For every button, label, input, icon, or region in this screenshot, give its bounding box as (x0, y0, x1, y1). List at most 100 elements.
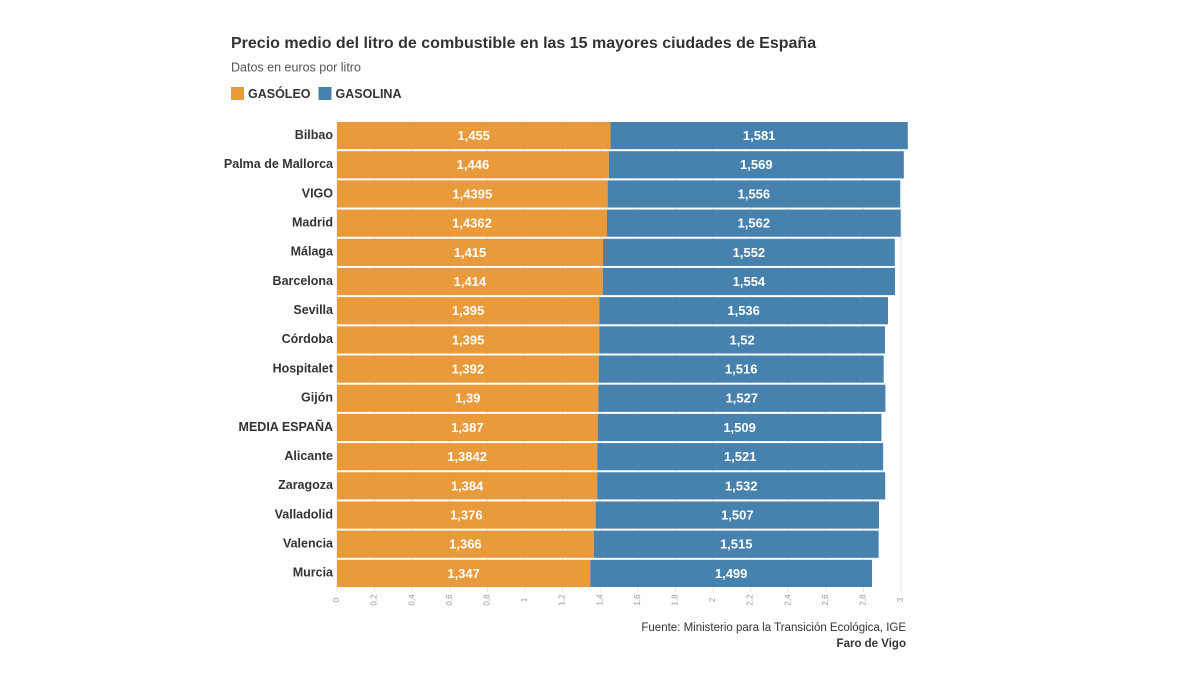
value-label: 1,562 (738, 216, 771, 231)
value-label: 1,384 (451, 478, 484, 493)
value-label: 1,532 (725, 478, 758, 493)
value-label: 1,536 (727, 303, 760, 318)
y-tick-label: Palma de Mallorca (224, 157, 334, 171)
y-tick-label: Madrid (292, 215, 333, 229)
x-tick-label: 1 (520, 597, 529, 602)
y-tick-label: Córdoba (282, 332, 334, 346)
x-tick-label: 3 (896, 597, 905, 602)
legend-label: GASÓLEO (248, 86, 311, 101)
bar (337, 122, 611, 150)
y-tick-label: Murcia (293, 566, 334, 580)
value-label: 1,556 (738, 186, 771, 201)
y-tick-label: Bilbao (295, 128, 334, 142)
bar (597, 443, 884, 471)
value-label: 1,509 (723, 420, 756, 435)
y-tick-label: Hospitalet (273, 361, 334, 375)
chart-subtitle: Datos en euros por litro (231, 60, 361, 74)
x-tick-label: 0,8 (483, 594, 492, 606)
y-tick-label: Gijón (301, 391, 333, 405)
value-label: 1,3842 (447, 449, 487, 464)
bar (337, 472, 598, 500)
bar (607, 180, 901, 208)
legend-swatch (231, 87, 244, 100)
bar (593, 530, 879, 558)
bar (599, 297, 889, 325)
value-label: 1,4395 (452, 186, 492, 201)
bar (337, 501, 596, 529)
bar (337, 530, 594, 558)
value-label: 1,499 (715, 566, 748, 581)
bar (595, 501, 880, 529)
bar (337, 355, 599, 383)
bar (337, 443, 598, 471)
x-tick-label: 0,6 (445, 594, 454, 606)
bar (598, 355, 884, 383)
x-tick-label: 0,4 (407, 594, 416, 606)
bar (337, 180, 608, 208)
source: Fuente: Ministerio para la Transición Ec… (641, 622, 906, 634)
x-tick-label: 2,2 (746, 594, 755, 606)
bar (607, 209, 901, 237)
bar (602, 267, 895, 296)
value-label: 1,455 (457, 128, 490, 143)
bar (337, 326, 600, 354)
x-tick-label: 1,6 (633, 594, 642, 606)
value-label: 1,569 (740, 157, 773, 172)
value-label: 1,347 (447, 566, 480, 581)
value-label: 1,392 (452, 362, 485, 377)
bar (337, 297, 600, 325)
x-tick-label: 0 (332, 597, 341, 602)
value-label: 1,4362 (452, 216, 492, 231)
bar (337, 209, 608, 237)
value-label: 1,527 (726, 391, 759, 406)
bar (599, 326, 886, 354)
y-tick-label: VIGO (302, 186, 334, 200)
bar (337, 238, 604, 266)
y-tick-label: Málaga (291, 245, 334, 259)
value-label: 1,581 (743, 128, 776, 143)
value-label: 1,376 (450, 507, 483, 522)
y-tick-label: Valladolid (275, 507, 333, 521)
y-tick-label: Sevilla (293, 303, 334, 317)
bar (608, 151, 904, 179)
bar (590, 559, 873, 587)
bar (337, 151, 609, 179)
bar (337, 267, 603, 296)
value-label: 1,515 (720, 537, 753, 552)
bar (598, 384, 886, 412)
bar (603, 238, 895, 266)
legend-swatch (318, 87, 332, 100)
x-tick-label: 2,8 (859, 594, 868, 606)
bar (337, 384, 599, 412)
value-label: 1,552 (733, 245, 766, 260)
x-tick-label: 2,4 (783, 594, 792, 606)
y-tick-label: Valencia (283, 537, 334, 551)
value-label: 1,516 (725, 362, 758, 377)
value-label: 1,521 (724, 449, 757, 464)
x-tick-label: 1,2 (558, 594, 567, 606)
x-tick-label: 0,2 (370, 594, 379, 606)
y-tick-label: Barcelona (273, 274, 334, 288)
x-tick-label: 1,8 (671, 594, 680, 606)
value-label: 1,395 (452, 303, 485, 318)
chart-title: Precio medio del litro de combustible en… (231, 35, 816, 52)
x-tick-label: 1,4 (595, 594, 604, 606)
value-label: 1,366 (449, 537, 482, 552)
credit: Faro de Vigo (837, 638, 906, 650)
value-label: 1,554 (733, 274, 766, 289)
bar (337, 559, 591, 587)
value-label: 1,39 (455, 391, 480, 406)
y-tick-label: MEDIA ESPAÑA (239, 419, 333, 434)
bar (337, 413, 598, 442)
y-tick-label: Alicante (284, 449, 333, 463)
value-label: 1,414 (454, 274, 487, 289)
bar (610, 122, 908, 150)
value-label: 1,507 (721, 507, 754, 522)
y-tick-label: Zaragoza (278, 478, 334, 492)
value-label: 1,52 (729, 332, 754, 347)
x-tick-label: 2,6 (821, 594, 830, 606)
value-label: 1,395 (452, 332, 485, 347)
value-label: 1,446 (457, 157, 490, 172)
value-label: 1,387 (451, 420, 484, 435)
